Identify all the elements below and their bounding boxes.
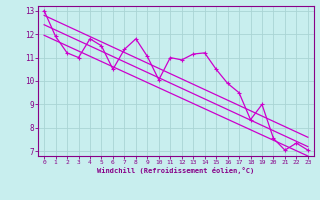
X-axis label: Windchill (Refroidissement éolien,°C): Windchill (Refroidissement éolien,°C) [97, 167, 255, 174]
